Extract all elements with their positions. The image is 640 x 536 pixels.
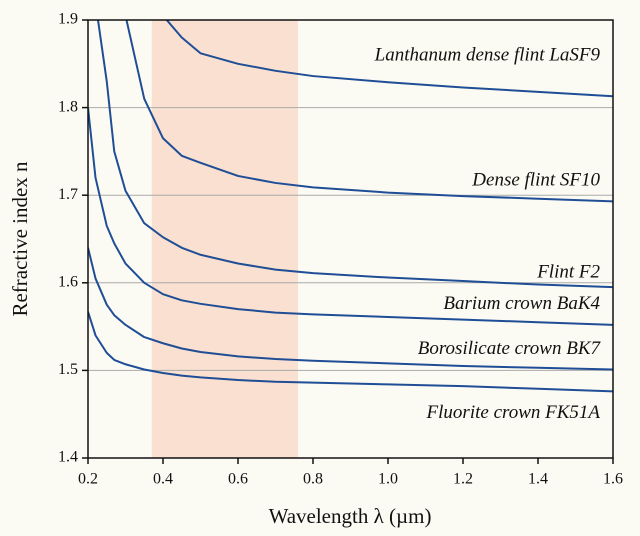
y-tick-label: 1.8: [58, 98, 78, 115]
y-tick-label: 1.4: [58, 449, 78, 466]
series-line: [88, 247, 613, 371]
y-axis-label: Refractive index n: [8, 161, 32, 317]
plot-frame: [87, 19, 614, 459]
x-tick-label: 0.2: [78, 471, 98, 488]
y-tick-label: 1.5: [58, 361, 78, 378]
y-tick-label: 1.6: [58, 273, 78, 290]
plot-lines: [88, 20, 613, 393]
series-label: Barium crown BaK4: [443, 293, 600, 314]
series-label: Dense flint SF10: [471, 170, 600, 191]
series-label: Borosilicate crown BK7: [418, 338, 602, 359]
x-tick-label: 0.4: [153, 471, 173, 488]
series-line: [96, 20, 613, 289]
visible-band: [151, 20, 298, 458]
x-tick-label: 1.2: [453, 471, 473, 488]
series-label: Fluorite crown FK51A: [426, 402, 601, 423]
series-label: Lanthanum dense flint LaSF9: [374, 45, 601, 66]
x-axis-label: Wavelength λ (µm): [269, 504, 432, 528]
plot-under: [88, 20, 613, 458]
x-tick-label: 0.8: [303, 471, 323, 488]
series-label: Flint F2: [536, 262, 600, 283]
x-tick-label: 1.6: [603, 471, 623, 488]
x-tick-label: 1.0: [378, 471, 398, 488]
y-tick-label: 1.9: [58, 11, 78, 28]
x-tick-label: 1.4: [528, 471, 548, 488]
series-line: [125, 20, 613, 203]
series-line: [88, 311, 613, 393]
x-tick-label: 0.6: [228, 471, 248, 488]
series-line: [165, 20, 613, 98]
series-line: [88, 107, 613, 326]
y-tick-label: 1.7: [58, 186, 78, 203]
